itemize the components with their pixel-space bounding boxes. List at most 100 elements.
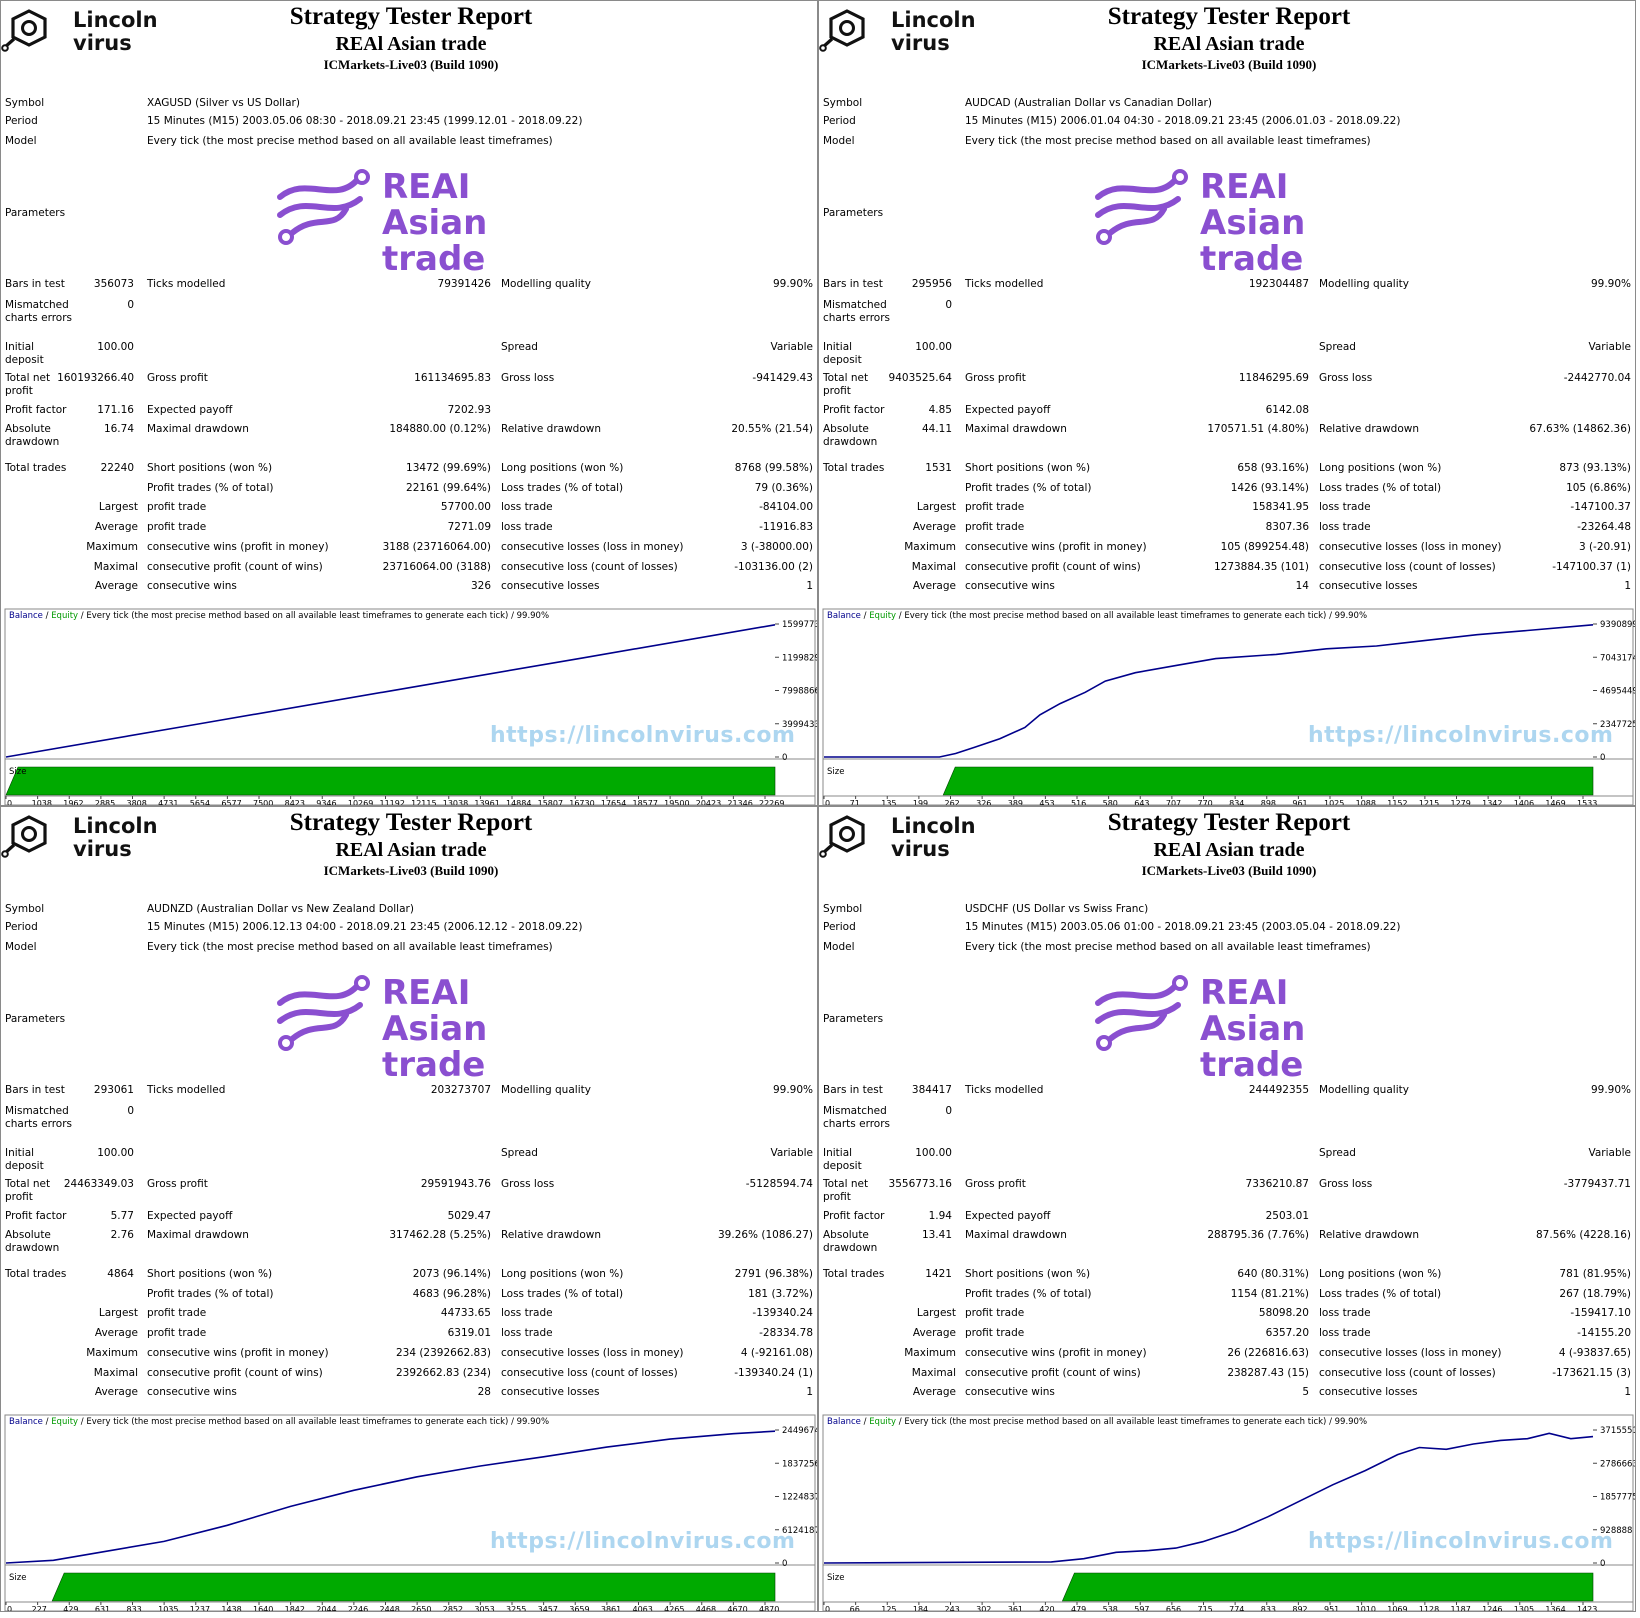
x-tick-label: 15807 (538, 799, 563, 806)
profit-trades-label: Profit trades (% of total) (965, 482, 1092, 494)
profit-factor-label: Profit factor (5, 1210, 67, 1222)
size-label: Size (9, 1573, 26, 1583)
loss-trade-label: loss trade (1319, 1307, 1371, 1319)
x-tick-label: 3861 (601, 1605, 621, 1612)
relative-drawdown-value: 39.26% (1086.27) (718, 1229, 813, 1241)
x-tick-label: 4468 (696, 1605, 716, 1612)
report-subtitle: REAl Asian trade (335, 33, 487, 55)
size-label: Size (9, 767, 26, 777)
x-tick-label: 715 (1198, 1605, 1213, 1612)
initial1-label: Initial (823, 1147, 853, 1159)
average-label: Average (94, 1386, 138, 1398)
x-tick-label: 1342 (1482, 799, 1502, 806)
expected-payoff-value: 7202.93 (447, 404, 491, 416)
spread-value: Variable (1588, 1147, 1631, 1159)
cons-profit-count-label: consecutive profit (count of wins) (965, 1367, 1141, 1379)
chart-legend: Balance / Equity / Every tick (the most … (9, 611, 549, 621)
chart-legend: Balance / Equity / Every tick (the most … (9, 1417, 549, 1427)
x-tick-label: 4063 (633, 1605, 653, 1612)
legend-balance: Balance (9, 611, 43, 621)
ticks-modelled-value: 244492355 (1248, 1084, 1309, 1096)
avg-cons-wins-value: 28 (477, 1386, 491, 1398)
report-subtitle: REAl Asian trade (1153, 33, 1305, 55)
total-trades-value: 4864 (107, 1268, 134, 1280)
y-tick-label: 9390899 (1600, 620, 1636, 630)
cons-profit-count-label: consecutive profit (count of wins) (965, 561, 1141, 573)
average-loss-value: -11916.83 (759, 521, 813, 533)
profit-trades-label: Profit trades (% of total) (147, 1288, 274, 1300)
maximal-drawdown-value: 288795.36 (7.76%) (1207, 1229, 1309, 1241)
x-tick-label: 66 (850, 1605, 860, 1612)
cons-loss-count-label: consecutive loss (count of losses) (501, 561, 678, 573)
report-server: ICMarkets-Live03 (Build 1090) (1141, 57, 1317, 72)
legend-sep: / (860, 611, 870, 621)
modelling-quality-value: 99.90% (1590, 278, 1631, 290)
profit-factor-label: Profit factor (5, 404, 67, 416)
x-tick-label: 892 (1292, 1605, 1307, 1612)
x-tick-label: 19500 (664, 799, 689, 806)
spread-value: Variable (770, 341, 813, 353)
maximal-cons-loss-value: -103136.00 (2) (734, 561, 813, 573)
legend-sep: / (42, 1417, 52, 1427)
x-tick-label: 3457 (538, 1605, 558, 1612)
mismatched2-label: charts errors (823, 312, 890, 324)
loss-trade-label: loss trade (1319, 501, 1371, 513)
mismatched-value: 0 (945, 299, 952, 311)
largest-profit-value: 58098.20 (1258, 1307, 1309, 1319)
mismatched1-label: Mismatched (823, 299, 887, 311)
balance-chart: 159977320 119982990 79988664 39994332 0 Size 0… (4, 608, 818, 806)
maximal-cons-profit-value: 238287.43 (15) (1227, 1367, 1309, 1379)
short-positions-value: 640 (80.31%) (1237, 1268, 1309, 1280)
initial2-label: deposit (823, 1160, 862, 1172)
avg-cons-losses-value: 1 (806, 580, 813, 592)
average-profit-value: 6357.20 (1265, 1327, 1309, 1339)
abs1-label: Absolute (5, 423, 51, 435)
max-cons-wins-value: 234 (2392662.83) (395, 1347, 491, 1359)
legend-equity: Equity (51, 1417, 79, 1427)
average-label: Average (912, 1327, 956, 1339)
modelling-quality-value: 99.90% (772, 278, 813, 290)
reai-logo-text: REAI Asian trade (382, 169, 596, 277)
initial-deposit-value: 100.00 (915, 1147, 952, 1159)
abs1-label: Absolute (5, 1229, 51, 1241)
cons-losses-label: consecutive losses (1319, 580, 1418, 592)
long-positions-label: Long positions (won %) (1319, 1268, 1442, 1280)
x-tick-label: 0 (7, 1605, 12, 1612)
brand-line-1: Lincoln (73, 814, 158, 838)
reai-logo-text: REAI Asian trade (382, 975, 596, 1083)
largest-label: Largest (916, 501, 956, 513)
cons-loss-count-label: consecutive loss (count of losses) (1319, 1367, 1496, 1379)
gross-profit-label: Gross profit (147, 1178, 208, 1190)
x-tick-label: 125 (881, 1605, 896, 1612)
reai-logo-line-2: Asian trade (1200, 203, 1306, 279)
profit-factor-value: 5.77 (110, 1210, 134, 1222)
x-tick-label: 389 (1008, 799, 1023, 806)
x-tick-label: 12115 (411, 799, 436, 806)
balance-series-line (5, 624, 776, 758)
reai-logo-line-2: Asian trade (382, 1009, 488, 1085)
expected-payoff-value: 6142.08 (1265, 404, 1309, 416)
x-tick-label: 2448 (380, 1605, 400, 1612)
maximal-drawdown-label: Maximal drawdown (965, 423, 1067, 435)
long-positions-label: Long positions (won %) (1319, 462, 1442, 474)
ticks-modelled-value: 203273707 (430, 1084, 491, 1096)
watermark-url: https://lincolnvirus.com (1308, 1529, 1614, 1554)
report-title: Strategy Tester Report (289, 809, 533, 836)
x-tick-label: 10269 (348, 799, 373, 806)
legend-sep: / (860, 1417, 870, 1427)
ticks-modelled-value: 79391426 (437, 278, 491, 290)
y-tick-label: 79988664 (782, 687, 818, 697)
model-label: Model (5, 135, 37, 147)
x-tick-label: 9346 (316, 799, 336, 806)
avg-cons-wins-value: 5 (1302, 1386, 1309, 1398)
x-tick-label: 13961 (474, 799, 499, 806)
long-positions-value: 781 (81.95%) (1559, 1268, 1631, 1280)
abs1-label: Absolute (823, 423, 869, 435)
report-title: Strategy Tester Report (1107, 3, 1351, 30)
parameters-label: Parameters (823, 1013, 884, 1025)
y-tick-label: 0 (1600, 1559, 1605, 1569)
cons-wins-money-label: consecutive wins (profit in money) (965, 1347, 1147, 1359)
tnp1-label: Total net (5, 1178, 51, 1190)
watermark-url: https://lincolnvirus.com (490, 723, 796, 748)
